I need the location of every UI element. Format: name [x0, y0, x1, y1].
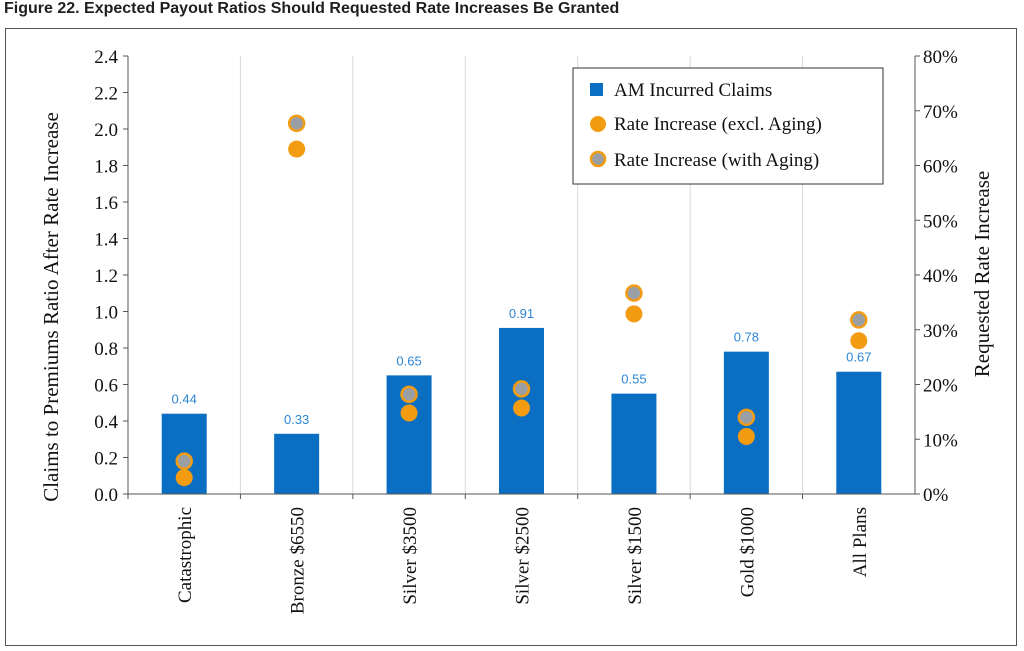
y-tick-label: 1.6 — [94, 193, 118, 214]
dot-rate-excl-aging — [737, 428, 755, 446]
y2-axis-title: Requested Rate Increase — [970, 171, 994, 377]
chart-svg: 0.440.330.650.910.550.780.67 0.00.20.40.… — [39, 47, 994, 614]
bar — [274, 433, 320, 494]
x-tick-label: Silver $1500 — [625, 507, 646, 605]
dot-rate-with-aging — [400, 385, 418, 404]
legend-swatch-bar — [590, 83, 603, 96]
legend-swatch-dot-excl — [590, 116, 606, 132]
y-tick-label: 2.0 — [94, 120, 118, 141]
y-tick-label: 0.2 — [94, 449, 118, 470]
bar-value-label: 0.33 — [284, 412, 309, 427]
figure-title: Figure 22. Expected Payout Ratios Should… — [4, 0, 620, 17]
legend-label-excl: Rate Increase (excl. Aging) — [614, 114, 822, 135]
bar-value-label: 0.67 — [846, 350, 871, 365]
x-tick-label: Catastrophic — [175, 507, 196, 603]
y2-tick-label: 30% — [923, 321, 958, 342]
axes-layer: 0.0 0.2 0.4 0.6 0.8 1.0 1.2 1.4 1.6 1.8 2.0 2.2 2.4 0… — [94, 47, 958, 614]
bar-value-label: 0.44 — [172, 392, 197, 407]
y-tick-label: 2.2 — [94, 84, 118, 105]
dot-rate-with-aging — [850, 311, 868, 329]
y-tick-label: 2.4 — [94, 47, 118, 68]
x-tick-label: Gold $1000 — [737, 507, 758, 597]
y2-tick-label: 10% — [923, 430, 958, 451]
bars-layer: 0.44 0.33 0.65 0.91 0.55 0.78 0.67 — [161, 306, 882, 494]
chart-frame: 0.44 0.33 0.65 0.91 0.55 0.78 0.67 0.0 0.2 0.4 0.… — [5, 28, 1017, 646]
y-tick-label: 0.4 — [94, 412, 118, 433]
legend-swatch-dot-with — [589, 150, 607, 168]
legend-box — [572, 67, 884, 185]
bar — [611, 393, 657, 494]
y-tick-label: 0.0 — [94, 485, 118, 506]
bar — [836, 371, 882, 494]
dot-rate-excl-aging — [513, 399, 530, 417]
y-tick-label: 1.2 — [94, 266, 118, 287]
x-tick-label: Silver $3500 — [400, 507, 421, 605]
y2-tick-label: 70% — [923, 102, 958, 123]
bar-value-label: 0.55 — [621, 372, 646, 387]
y-tick-label: 1.0 — [94, 303, 118, 324]
bar-value-label: 0.78 — [734, 330, 759, 345]
dot-rate-excl-aging — [175, 469, 193, 487]
dot-rate-with-aging — [287, 114, 306, 133]
y-tick-label: 0.6 — [94, 376, 118, 397]
x-tick-label: All Plans — [850, 507, 871, 577]
x-tick-label: Silver $2500 — [513, 507, 534, 605]
legend: AM Incurred Claims Rate Increase (excl. … — [572, 67, 884, 185]
bar-value-label: 0.91 — [509, 306, 534, 321]
dots-layer — [175, 114, 868, 487]
bar-value-label: 0.65 — [396, 353, 421, 368]
y2-tick-label: 80% — [923, 47, 958, 68]
dot-rate-excl-aging — [288, 140, 306, 158]
y2-tick-label: 50% — [923, 211, 958, 232]
y-axis-title: Claims to Premiums Ratio After Rate Incr… — [39, 112, 63, 502]
y2-tick-label: 40% — [923, 266, 958, 287]
dot-rate-with-aging — [512, 380, 531, 398]
y-tick-label: 1.4 — [94, 230, 118, 251]
y2-tick-label: 0% — [923, 485, 949, 506]
y2-tick-label: 20% — [923, 376, 958, 397]
dot-rate-excl-aging — [625, 305, 643, 323]
y-tick-label: 0.8 — [94, 339, 118, 360]
y2-tick-label: 60% — [923, 157, 958, 178]
dot-rate-with-aging — [737, 408, 756, 427]
legend-label-bars: AM Incurred Claims — [614, 80, 772, 101]
dot-rate-excl-aging — [400, 404, 418, 422]
y-tick-label: 1.8 — [94, 157, 118, 178]
dot-rate-with-aging — [625, 284, 643, 302]
dot-rate-excl-aging — [850, 332, 868, 350]
dot-rate-with-aging — [175, 452, 193, 470]
legend-label-with: Rate Increase (with Aging) — [614, 150, 819, 171]
x-tick-label: Bronze $6550 — [288, 507, 309, 614]
